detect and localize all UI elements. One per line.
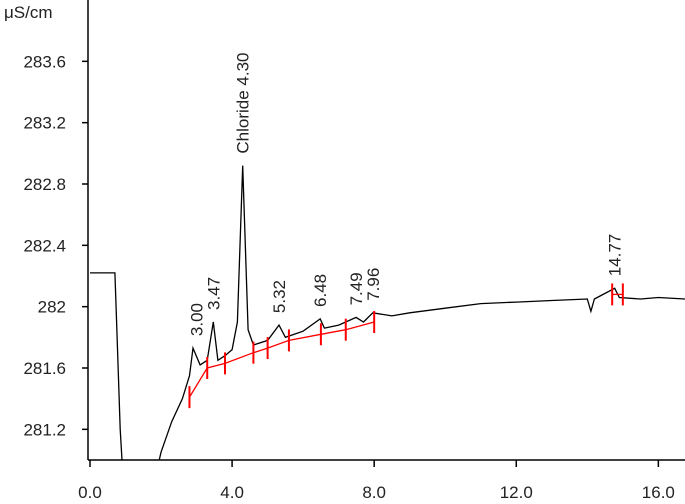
peak-label: 6.48 [311,274,330,307]
peak-label: 5.32 [270,280,289,313]
trace [90,165,685,460]
y-unit: μS/cm [4,3,53,22]
y-tick-label: 283.6 [23,52,66,71]
y-tick-label: 283.2 [23,114,66,133]
peak-label: 3.47 [204,277,223,310]
x-tick-label: 0.0 [78,483,102,502]
y-tick-label: 282.8 [23,175,66,194]
peak-label: 3.00 [188,303,207,336]
y-tick-label: 282.4 [23,236,66,255]
peak-label: Chloride 4.30 [234,52,253,153]
x-tick-label: 12.0 [500,483,533,502]
y-tick-label: 282 [38,298,66,317]
peak-label: 7.96 [364,268,383,301]
peak-label: 14.77 [606,234,625,277]
y-tick-label: 281.6 [23,359,66,378]
x-tick-label: 16.0 [642,483,675,502]
x-tick-label: 8.0 [362,483,386,502]
plot-area [90,165,685,460]
x-tick-label: 4.0 [220,483,244,502]
peak-label: 7.49 [347,272,366,305]
y-tick-label: 281.2 [23,420,66,439]
